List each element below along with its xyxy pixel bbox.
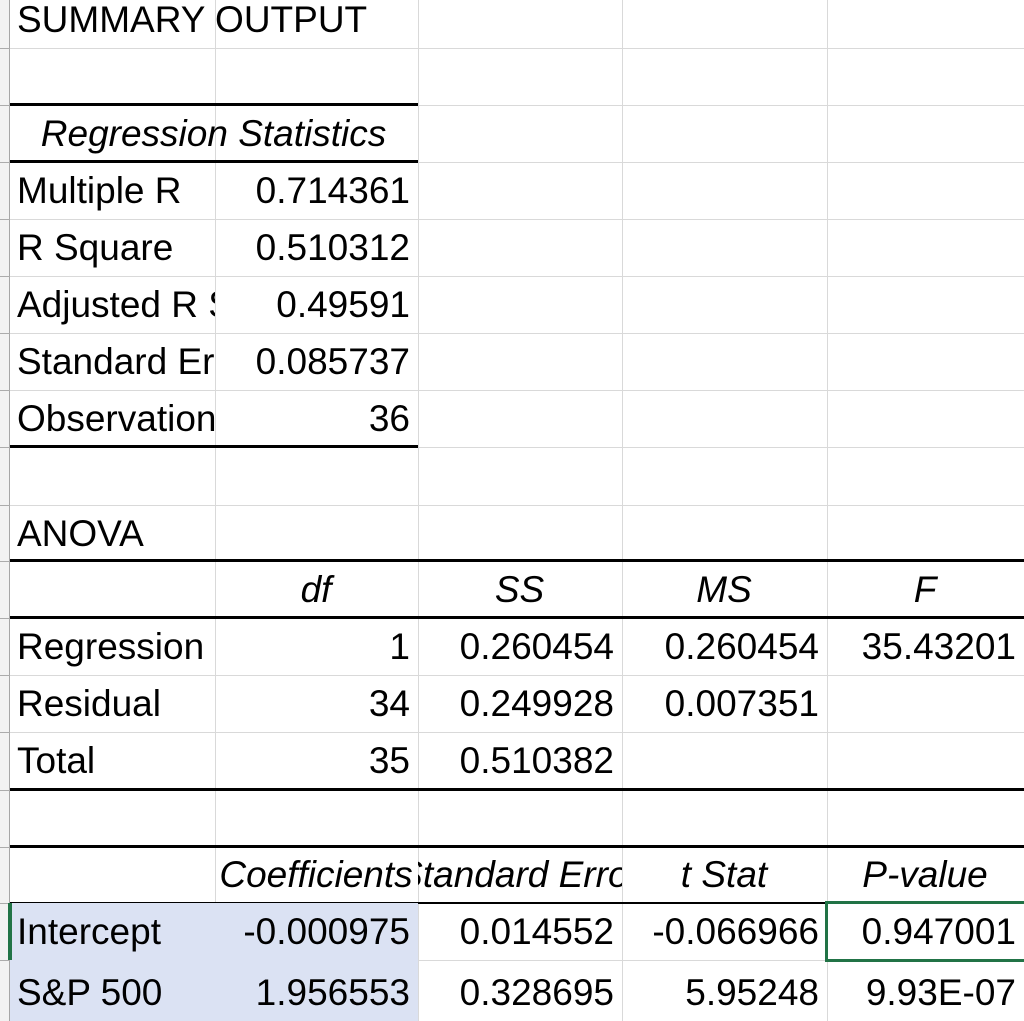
cell-anova-regression-label[interactable]: Regression	[17, 626, 205, 667]
cell-intercept-t-stat[interactable]: -0.066966	[652, 911, 819, 952]
cell-anova-residual-ms[interactable]: 0.007351	[664, 683, 819, 724]
gridline	[10, 390, 1024, 391]
gridline	[10, 48, 1024, 49]
table-border	[10, 160, 418, 163]
cell-anova-regression-ms[interactable]: 0.260454	[664, 626, 819, 667]
gutter-line	[0, 790, 10, 791]
cell-coef-header-standard-error[interactable]: Standard Error	[418, 854, 622, 895]
cell-sp500-label[interactable]: S&P 500	[17, 972, 163, 1013]
gutter-line	[0, 675, 10, 676]
cell-sp500-coefficient[interactable]: 1.956553	[255, 972, 410, 1013]
cell-adjusted-r-square-value[interactable]: 0.49591	[276, 284, 410, 325]
cell-sp500-standard-error[interactable]: 0.328695	[459, 972, 614, 1013]
cell-standard-error-value[interactable]: 0.085737	[255, 341, 410, 382]
gridline	[10, 105, 1024, 106]
cell-anova-title[interactable]: ANOVA	[17, 513, 144, 554]
cell-multiple-r-value[interactable]: 0.714361	[255, 170, 410, 211]
table-border	[10, 902, 1024, 904]
cell-intercept-coefficient[interactable]: -0.000975	[243, 911, 410, 952]
cell-coef-header-coefficients[interactable]: Coefficients	[219, 854, 413, 895]
row-header-gutter	[0, 0, 10, 1021]
gutter-line	[0, 333, 10, 334]
table-border	[10, 103, 418, 106]
cell-anova-regression-f[interactable]: 35.43201	[861, 626, 1016, 667]
cell-intercept-standard-error[interactable]: 0.014552	[459, 911, 614, 952]
cell-adjusted-r-square-label[interactable]: Adjusted R Square	[17, 284, 215, 325]
cell-anova-header-ss[interactable]: SS	[494, 569, 545, 610]
gridline	[10, 675, 1024, 676]
gutter-line	[0, 960, 10, 961]
cell-sp500-t-stat[interactable]: 5.95248	[685, 972, 819, 1013]
table-border	[10, 845, 1024, 848]
cell-anova-header-ms[interactable]: MS	[696, 569, 752, 610]
cell-anova-total-df[interactable]: 35	[368, 740, 410, 781]
gutter-line	[0, 732, 10, 733]
cell-anova-regression-ss[interactable]: 0.260454	[459, 626, 614, 667]
gridline	[10, 276, 1024, 277]
cell-anova-total-label[interactable]: Total	[17, 740, 96, 781]
cell-intercept-p-value[interactable]: 0.947001	[861, 911, 1016, 952]
selection-accent-bar	[8, 903, 12, 960]
gridline	[10, 333, 1024, 334]
cell-anova-regression-df[interactable]: 1	[389, 626, 410, 667]
active-cell-border	[825, 901, 1024, 962]
gridline	[10, 505, 1024, 506]
gutter-line	[0, 847, 10, 848]
cell-anova-header-df[interactable]: df	[300, 569, 332, 610]
cell-r-square-value[interactable]: 0.510312	[255, 227, 410, 268]
gridline	[622, 0, 623, 1021]
gridline	[10, 162, 1024, 163]
gutter-line	[0, 162, 10, 163]
gutter-line	[0, 48, 10, 49]
cell-coef-header-t-stat[interactable]: t Stat	[680, 854, 768, 895]
cell-coef-header-p-value[interactable]: P-value	[862, 854, 988, 895]
cell-anova-residual-label[interactable]: Residual	[17, 683, 161, 724]
gutter-line	[0, 903, 10, 904]
gutter-line	[0, 390, 10, 391]
gridline	[418, 0, 419, 1021]
gutter-line	[0, 276, 10, 277]
cell-regression-statistics-title[interactable]: Regression Statistics	[40, 113, 387, 154]
gutter-line	[0, 105, 10, 106]
gutter-line	[0, 561, 10, 562]
cell-r-square-label[interactable]: R Square	[17, 227, 174, 268]
cell-observations-value[interactable]: 36	[368, 398, 410, 439]
cell-intercept-label[interactable]: Intercept	[17, 911, 161, 952]
table-border	[10, 616, 1024, 619]
gridline	[10, 447, 1024, 448]
cell-anova-residual-df[interactable]: 34	[368, 683, 410, 724]
cell-summary-output-title[interactable]: SUMMARY OUTPUT	[17, 0, 368, 40]
table-border	[10, 559, 1024, 562]
gutter-line	[0, 505, 10, 506]
gutter-line	[0, 618, 10, 619]
table-border	[10, 788, 1024, 791]
cell-sp500-p-value[interactable]: 9.93E-07	[865, 972, 1016, 1013]
cell-anova-header-f[interactable]: F	[913, 569, 937, 610]
cell-anova-residual-ss[interactable]: 0.249928	[459, 683, 614, 724]
cell-observations-label[interactable]: Observations	[17, 398, 215, 439]
cell-multiple-r-label[interactable]: Multiple R	[17, 170, 182, 211]
gutter-line	[0, 219, 10, 220]
gridline	[215, 0, 216, 1021]
table-border	[10, 445, 418, 448]
gridline	[10, 732, 1024, 733]
gridline	[418, 960, 827, 961]
gridline	[827, 0, 828, 1021]
cell-standard-error-label[interactable]: Standard Error	[17, 341, 215, 382]
cell-anova-total-ss[interactable]: 0.510382	[459, 740, 614, 781]
gridline	[10, 219, 1024, 220]
gutter-line	[0, 447, 10, 448]
selection-highlight	[10, 903, 418, 1021]
